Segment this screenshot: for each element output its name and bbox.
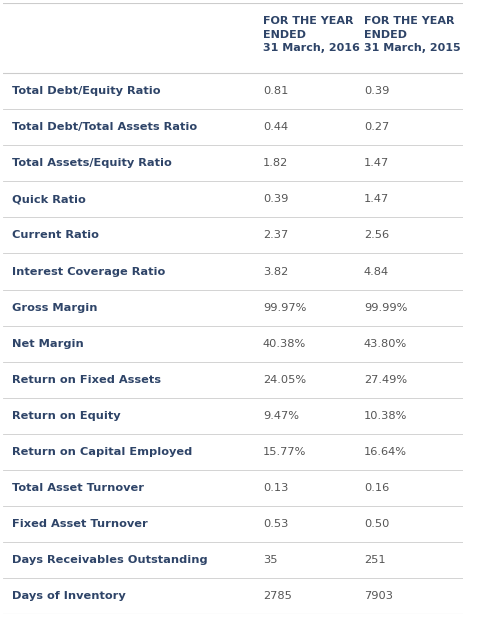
Text: 2.37: 2.37 bbox=[263, 230, 288, 241]
Text: Interest Coverage Ratio: Interest Coverage Ratio bbox=[12, 267, 165, 276]
Text: Current Ratio: Current Ratio bbox=[12, 230, 99, 241]
Text: 0.53: 0.53 bbox=[263, 519, 288, 529]
Text: Total Asset Turnover: Total Asset Turnover bbox=[12, 483, 144, 493]
Text: 10.38%: 10.38% bbox=[364, 411, 407, 421]
Text: Gross Margin: Gross Margin bbox=[12, 302, 97, 313]
Text: 40.38%: 40.38% bbox=[263, 339, 306, 349]
Text: 35: 35 bbox=[263, 555, 277, 565]
Text: 0.39: 0.39 bbox=[364, 86, 389, 96]
Text: 2785: 2785 bbox=[263, 591, 292, 601]
Text: 99.97%: 99.97% bbox=[263, 302, 306, 313]
Text: 3.82: 3.82 bbox=[263, 267, 288, 276]
Text: Total Debt/Total Assets Ratio: Total Debt/Total Assets Ratio bbox=[12, 122, 197, 132]
Text: Return on Fixed Assets: Return on Fixed Assets bbox=[12, 375, 161, 385]
Text: 7903: 7903 bbox=[364, 591, 393, 601]
Text: 4.84: 4.84 bbox=[364, 267, 389, 276]
Text: Return on Capital Employed: Return on Capital Employed bbox=[12, 447, 192, 457]
Text: 1.82: 1.82 bbox=[263, 159, 288, 168]
Text: Return on Equity: Return on Equity bbox=[12, 411, 120, 421]
Text: 27.49%: 27.49% bbox=[364, 375, 407, 385]
Text: 0.50: 0.50 bbox=[364, 519, 389, 529]
Text: Total Assets/Equity Ratio: Total Assets/Equity Ratio bbox=[12, 159, 172, 168]
Text: 0.27: 0.27 bbox=[364, 122, 389, 132]
Text: Days of Inventory: Days of Inventory bbox=[12, 591, 126, 601]
Text: 0.13: 0.13 bbox=[263, 483, 288, 493]
Text: Fixed Asset Turnover: Fixed Asset Turnover bbox=[12, 519, 147, 529]
Text: 0.16: 0.16 bbox=[364, 483, 389, 493]
Text: 43.80%: 43.80% bbox=[364, 339, 407, 349]
Text: Net Margin: Net Margin bbox=[12, 339, 84, 349]
Text: Quick Ratio: Quick Ratio bbox=[12, 194, 86, 204]
Text: 2.56: 2.56 bbox=[364, 230, 389, 241]
Text: 9.47%: 9.47% bbox=[263, 411, 299, 421]
Text: Total Debt/Equity Ratio: Total Debt/Equity Ratio bbox=[12, 86, 161, 96]
Text: FOR THE YEAR
ENDED
31 March, 2015: FOR THE YEAR ENDED 31 March, 2015 bbox=[364, 16, 461, 54]
Text: 1.47: 1.47 bbox=[364, 194, 389, 204]
Text: 99.99%: 99.99% bbox=[364, 302, 407, 313]
Text: 0.81: 0.81 bbox=[263, 86, 288, 96]
Text: 16.64%: 16.64% bbox=[364, 447, 407, 457]
Text: 251: 251 bbox=[364, 555, 386, 565]
Text: 15.77%: 15.77% bbox=[263, 447, 306, 457]
Text: 24.05%: 24.05% bbox=[263, 375, 306, 385]
Text: 0.39: 0.39 bbox=[263, 194, 288, 204]
Text: 0.44: 0.44 bbox=[263, 122, 288, 132]
Text: 1.47: 1.47 bbox=[364, 159, 389, 168]
Text: Days Receivables Outstanding: Days Receivables Outstanding bbox=[12, 555, 208, 565]
Text: FOR THE YEAR
ENDED
31 March, 2016: FOR THE YEAR ENDED 31 March, 2016 bbox=[263, 16, 360, 54]
